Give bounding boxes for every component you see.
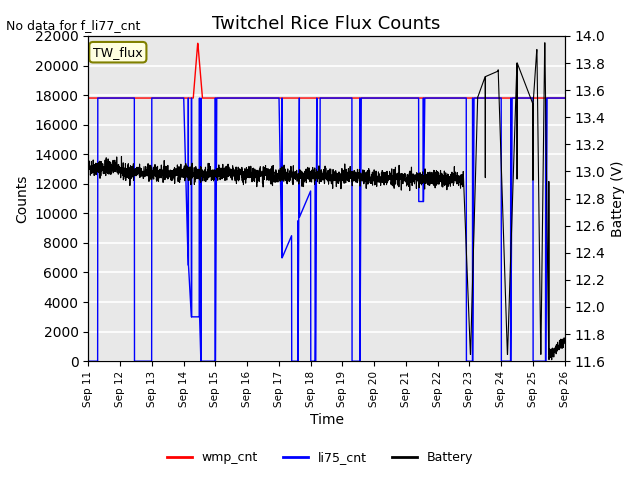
Y-axis label: Battery (V): Battery (V): [611, 160, 625, 237]
X-axis label: Time: Time: [310, 413, 344, 427]
Y-axis label: Counts: Counts: [15, 174, 29, 223]
Text: TW_flux: TW_flux: [93, 46, 143, 59]
Text: No data for f_li77_cnt: No data for f_li77_cnt: [6, 19, 141, 32]
Legend: wmp_cnt, li75_cnt, Battery: wmp_cnt, li75_cnt, Battery: [162, 446, 478, 469]
Title: Twitchel Rice Flux Counts: Twitchel Rice Flux Counts: [212, 15, 441, 33]
